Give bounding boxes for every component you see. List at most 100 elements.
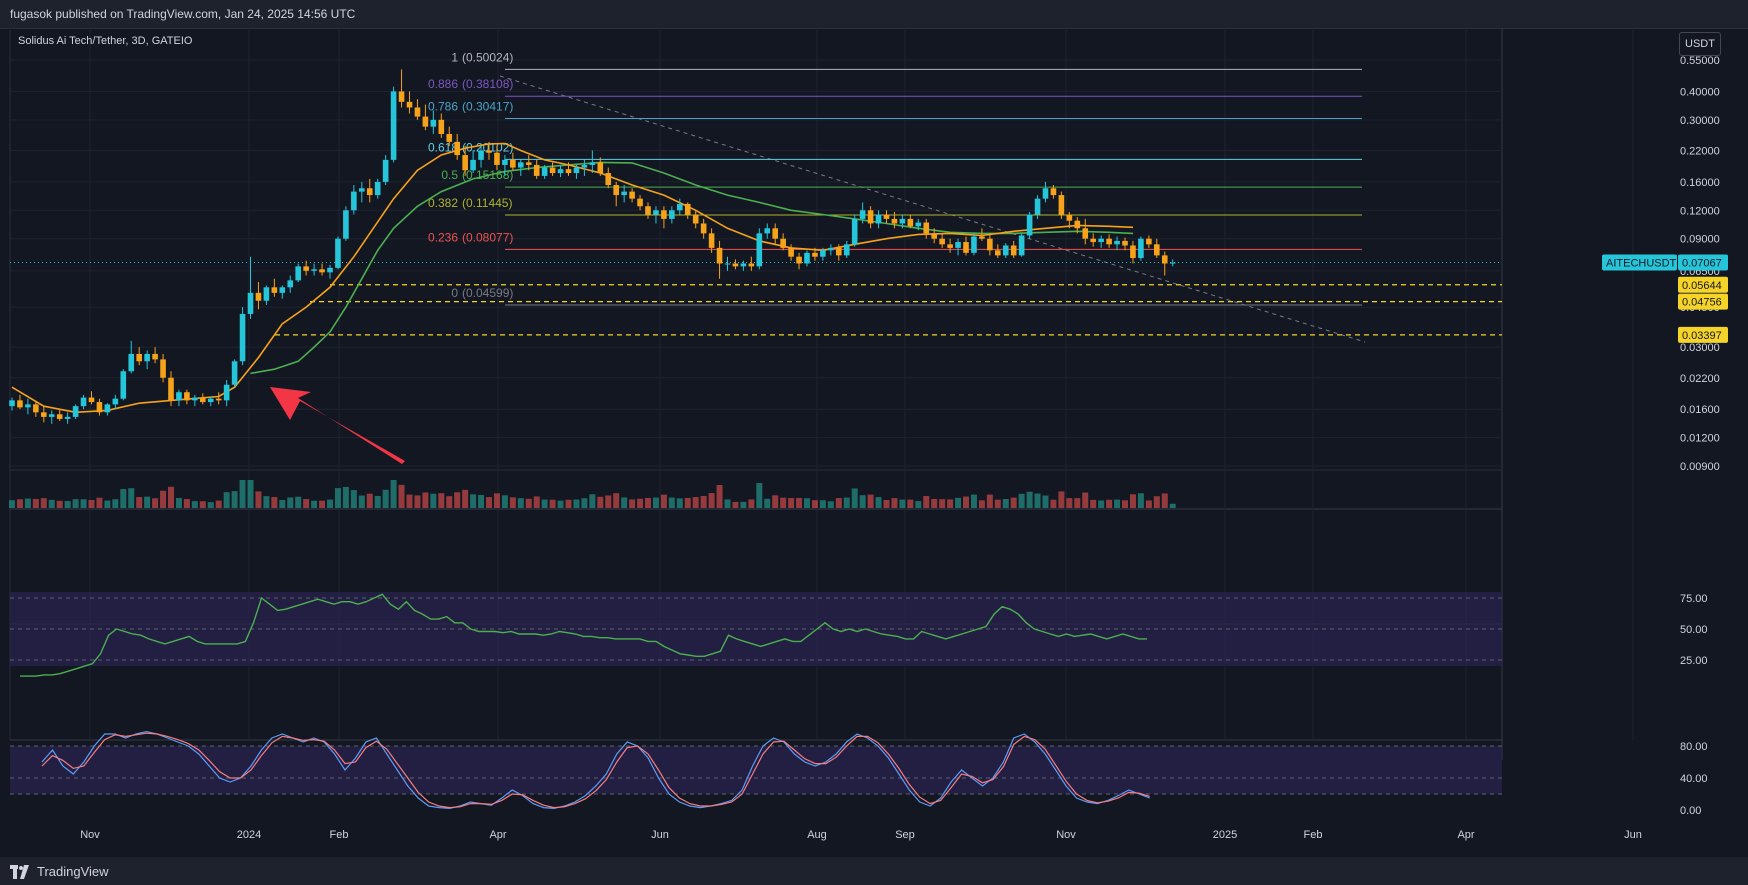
volume-bar [1162, 493, 1168, 508]
candle-body [709, 233, 715, 248]
candle-body [105, 404, 111, 412]
x-axis-label: 2025 [1213, 829, 1237, 841]
candle-body [144, 354, 150, 361]
candle-body [192, 398, 198, 401]
candle-body [200, 398, 206, 402]
candle-body [280, 287, 286, 293]
volume-bar [160, 491, 166, 508]
candle-body [136, 354, 142, 361]
volume-bar [359, 496, 365, 508]
candle-body [741, 264, 747, 267]
candle-body [1019, 235, 1025, 255]
candle-body [542, 168, 548, 176]
candle-body [757, 233, 763, 266]
volume-bar [701, 496, 707, 508]
candle-body [391, 91, 397, 159]
y-axis-tick: 0.09000 [1680, 234, 1720, 246]
candle-body [653, 210, 659, 214]
volume-bar [1106, 500, 1112, 508]
candle-body [272, 287, 278, 293]
chart-canvas[interactable]: Nov 2024 Feb Apr Jun Aug Sep Nov 2025 Feb Apr Jun0.… [0, 0, 1748, 885]
volume-bar [144, 497, 150, 508]
candle-body [987, 239, 993, 251]
candle-body [9, 400, 15, 406]
support-tag-label: 0.05644 [1682, 280, 1722, 292]
candle-body [327, 268, 333, 273]
volume-bar [1003, 499, 1009, 508]
volume-bar [303, 499, 309, 508]
candle-body [550, 168, 556, 173]
volume-bar [1154, 496, 1160, 508]
volume-bar [693, 497, 699, 508]
volume-bar [1035, 494, 1041, 508]
volume-bar [25, 499, 31, 508]
volume-bar [1074, 498, 1080, 508]
candle-body [661, 210, 667, 219]
candle-body [168, 378, 174, 401]
volume-bar [860, 495, 866, 508]
candle-body [828, 248, 834, 250]
candle-body [248, 293, 254, 314]
volume-bar [112, 499, 118, 508]
candle-body [33, 404, 39, 412]
candle-body [812, 253, 818, 257]
last-price-tag-label: 0.07067 [1682, 258, 1722, 270]
x-axis-label: Nov [80, 829, 100, 841]
candle-body [399, 91, 405, 101]
volume-bar [836, 498, 842, 508]
candle-body [431, 120, 437, 127]
candle-body [81, 398, 87, 407]
volume-bar [271, 497, 277, 508]
candle-body [764, 228, 770, 233]
candle-body [295, 266, 301, 280]
candle-body [216, 399, 222, 401]
symbol-title[interactable]: Solidus Ai Tech/Tether, 3D, GATEIO [18, 35, 192, 47]
candle-body [923, 223, 929, 234]
candle-body [264, 287, 270, 300]
candle-body [1154, 244, 1160, 255]
candle-body [1162, 255, 1168, 263]
volume-bar [717, 485, 723, 508]
x-axis-label: Feb [1304, 829, 1323, 841]
volume-bar [804, 498, 810, 508]
volume-bar [343, 487, 349, 508]
candle-body [820, 250, 826, 256]
candle-body [780, 239, 786, 248]
volume-bar [96, 498, 102, 508]
rsi-axis-tick: 75.00 [1680, 593, 1708, 605]
candle-body [240, 314, 246, 361]
volume-bar [367, 494, 373, 508]
volume-bar [573, 500, 579, 508]
candle-body [335, 239, 341, 268]
volume-bar [17, 499, 23, 508]
volume-bar [852, 488, 858, 508]
tradingview-logo-text: TradingView [37, 864, 109, 879]
candle-body [73, 406, 79, 417]
candle-body [939, 239, 945, 245]
candle-body [224, 385, 230, 401]
y-axis-tick: 0.03000 [1680, 342, 1720, 354]
volume-bar [462, 490, 468, 508]
volume-bar [1130, 494, 1136, 508]
volume-bar [931, 499, 937, 508]
candle-body [311, 269, 317, 271]
volume-bar [645, 498, 651, 508]
tradingview-logo[interactable]: TradingView [10, 864, 109, 879]
volume-bar [1050, 500, 1056, 508]
candle-body [677, 204, 683, 210]
candle-body [287, 280, 293, 287]
x-axis-label: Feb [330, 829, 349, 841]
candle-body [717, 248, 723, 264]
candle-body [788, 248, 794, 257]
volume-bar [327, 500, 333, 508]
volume-bar [923, 496, 929, 508]
volume-bar [287, 497, 293, 508]
volume-bar [566, 500, 572, 508]
volume-bar [709, 493, 715, 508]
volume-bar [788, 498, 794, 508]
volume-bar [176, 498, 182, 508]
currency-button[interactable]: USDT [1679, 32, 1721, 56]
support-tag-label: 0.04756 [1682, 297, 1722, 309]
candle-body [582, 165, 588, 168]
stoch-axis-tick: 40.00 [1680, 773, 1708, 785]
